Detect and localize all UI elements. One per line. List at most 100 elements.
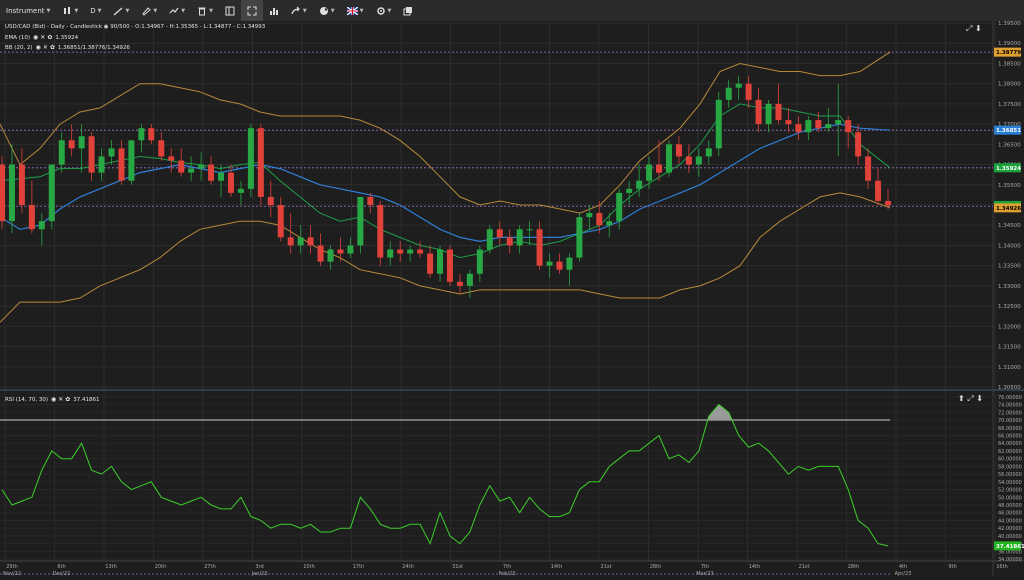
candle-body xyxy=(665,144,672,173)
eye-icon[interactable]: ◉ xyxy=(35,44,41,51)
candle-body xyxy=(715,99,722,149)
candle-body xyxy=(735,83,742,88)
price-tick-label: 1.30500 xyxy=(998,385,1021,391)
trash-button[interactable]: ▼ xyxy=(191,0,219,21)
pencil-button[interactable]: ▼ xyxy=(135,0,163,21)
theme-button[interactable]: ▼ xyxy=(313,0,341,21)
bb-lower-line xyxy=(0,192,891,323)
candle-body xyxy=(317,245,324,262)
rsi-tick-label: 48.00000 xyxy=(998,503,1022,509)
rsi-tick-label: 66.00000 xyxy=(998,433,1022,439)
rsi-tick-label: 56.00000 xyxy=(998,472,1022,478)
candle-body xyxy=(227,172,234,193)
candle-body xyxy=(586,213,593,218)
download-icon[interactable]: ⬇ xyxy=(976,394,983,403)
eye-icon[interactable]: ◉ xyxy=(50,396,57,403)
time-tick-label: 29th xyxy=(6,564,18,570)
candle-body xyxy=(616,192,623,222)
indicators-button[interactable] xyxy=(263,0,285,21)
candle-body xyxy=(835,120,842,125)
language-button[interactable]: ▼ xyxy=(341,0,370,21)
gear-icon[interactable]: ✿ xyxy=(47,34,53,41)
candle-body xyxy=(48,164,55,222)
fullscreen-button[interactable] xyxy=(240,0,263,21)
close-icon[interactable]: ✕ xyxy=(58,396,64,403)
eye-icon[interactable]: ◉ xyxy=(33,34,39,41)
popout-button[interactable] xyxy=(397,0,419,21)
candle-body xyxy=(208,164,215,181)
rsi-window-controls: ⬆ ⤢ ⬇ xyxy=(958,394,983,404)
candle-body xyxy=(825,124,832,129)
chart-window-controls: ⤢ ⬇ xyxy=(966,24,982,34)
candle-body xyxy=(865,156,872,181)
download-icon[interactable]: ⬇ xyxy=(974,24,982,33)
expand-icon[interactable]: ⤢ xyxy=(966,24,973,33)
price-tick-label: 1.34000 xyxy=(998,243,1021,249)
draw-line-button[interactable]: ▼ xyxy=(107,0,135,21)
expand-icon[interactable]: ⤢ xyxy=(967,394,974,403)
price-tick-label: 1.36500 xyxy=(998,142,1021,148)
price-badge xyxy=(994,163,1021,173)
chevron-down-icon: ▼ xyxy=(74,7,79,14)
candle-body xyxy=(556,261,563,270)
price-tick-label: 1.32000 xyxy=(998,324,1021,330)
gear-icon[interactable]: ✿ xyxy=(65,396,71,403)
rsi-tick-label: 60.00000 xyxy=(998,457,1022,463)
close-icon[interactable]: ✕ xyxy=(42,44,48,51)
time-tick-label: 7th xyxy=(701,564,709,570)
bar-icon xyxy=(269,7,278,15)
candle-body xyxy=(855,132,862,157)
time-tick-sublabel: Dec/22 xyxy=(53,571,71,576)
candle-body xyxy=(705,148,712,157)
settings-button[interactable]: ▼ xyxy=(370,0,398,21)
candle-body xyxy=(805,120,812,133)
pencil-icon xyxy=(142,6,152,16)
candle-body xyxy=(178,160,185,173)
candle-body xyxy=(158,140,165,157)
rsi-tick-label: 68.00000 xyxy=(998,426,1022,432)
instrument-selector[interactable]: Instrument ▼ xyxy=(0,0,56,21)
time-tick-label: 14th xyxy=(551,564,563,570)
candle-body xyxy=(437,249,444,274)
candle-body xyxy=(287,237,294,246)
compare-button[interactable]: ▼ xyxy=(163,0,191,21)
time-tick-label: 21st xyxy=(799,564,810,570)
price-tick-label: 1.39000 xyxy=(998,41,1021,47)
trash-icon xyxy=(198,7,206,15)
time-tick-sublabel: Mar/23 xyxy=(696,571,713,576)
rsi-tick-label: 74.00000 xyxy=(998,403,1022,409)
rsi-badge-label: 37.41861 xyxy=(996,544,1024,550)
share-button[interactable]: ▼ xyxy=(285,0,313,21)
time-tick-label: 17th xyxy=(353,564,365,570)
close-icon[interactable]: ✕ xyxy=(40,34,46,41)
candle-body xyxy=(526,229,533,231)
rsi-tick-label: 54.00000 xyxy=(998,480,1022,486)
rsi-tick-label: 76.00000 xyxy=(998,395,1022,401)
gear-icon[interactable]: ✿ xyxy=(49,44,55,51)
candle-body xyxy=(198,164,205,169)
chevron-down-icon: ▼ xyxy=(181,7,186,14)
candle-body xyxy=(337,249,344,254)
arrow-up-icon[interactable]: ⬆ xyxy=(958,394,965,403)
candle-body xyxy=(397,249,404,254)
timeframe-selector[interactable]: D ▼ xyxy=(84,0,107,21)
candle-body xyxy=(0,164,5,222)
price-tick-label: 1.33000 xyxy=(998,284,1021,290)
candle-body xyxy=(456,281,463,286)
layout-button[interactable] xyxy=(219,0,241,21)
ema-name: EMA (10) xyxy=(5,34,31,41)
candle-body xyxy=(685,156,692,165)
candle-body xyxy=(626,188,633,193)
candle-body xyxy=(675,144,682,157)
candle-body xyxy=(8,164,15,222)
candle-body xyxy=(168,156,175,161)
chart-area[interactable]: 1.39500 1.39000 1.38500 1.38000 1.37500 1.370… xyxy=(0,21,1024,577)
price-tick-label: 1.35500 xyxy=(998,183,1021,189)
ema-value: 1.35924 xyxy=(55,34,79,41)
chart-type-button[interactable]: ▼ xyxy=(56,0,84,21)
chevron-down-icon: ▼ xyxy=(209,7,213,14)
price-chart-svg[interactable]: 1.39500 1.39000 1.38500 1.38000 1.37500 1.370… xyxy=(0,21,1024,577)
time-tick-sublabel: Jan/23 xyxy=(251,571,268,576)
candle-body xyxy=(257,128,264,197)
rsi-name: RSI (14, 70, 30) xyxy=(5,396,48,403)
